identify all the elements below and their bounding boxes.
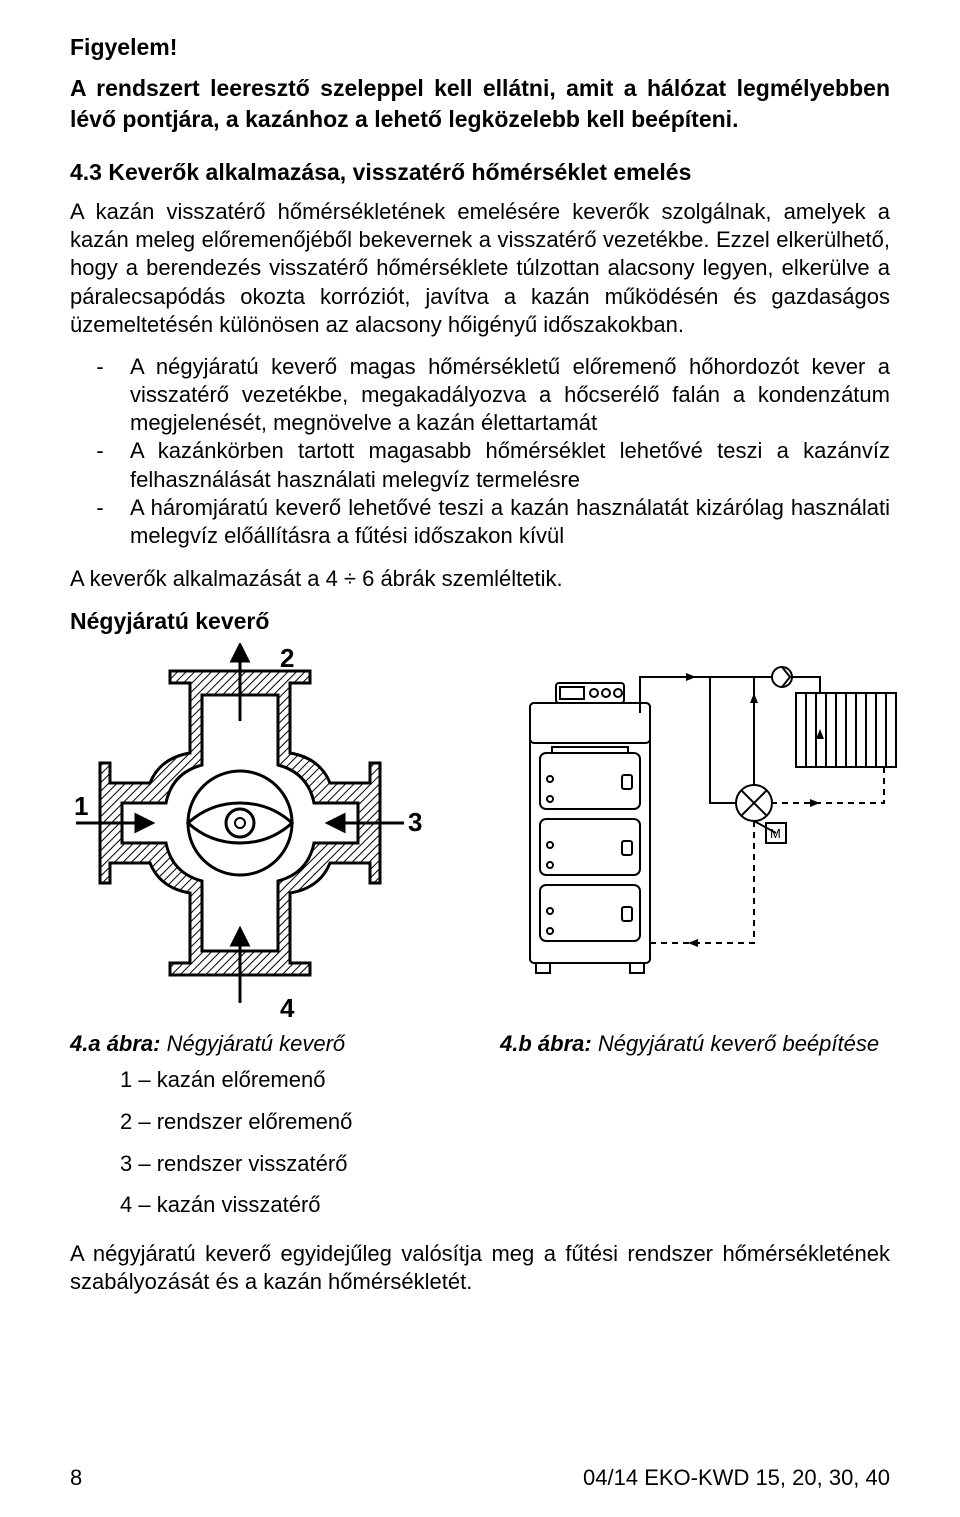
list-item: - A háromjáratú keverő lehetővé teszi a … [70,494,890,550]
list-item-text: A négyjáratú keverő magas hőmérsékletű e… [130,353,890,437]
port-label-left: 1 [74,791,88,821]
bullet-list: - A négyjáratú keverő magas hőmérsékletű… [70,353,890,550]
attention-heading: Figyelem! [70,32,890,63]
figure-captions: 4.a ábra: Négyjáratú keverő 4.b ábra: Né… [70,1031,890,1057]
list-dash: - [70,494,130,550]
list-dash: - [70,437,130,493]
port-label-top: 2 [280,643,294,673]
section-title: 4.3 Keverők alkalmazása, visszatérő hőmé… [70,159,890,186]
paragraph-2: A keverők alkalmazását a 4 ÷ 6 ábrák sze… [70,566,890,592]
port-label-right: 3 [408,807,422,837]
legend-line: 1 – kazán előremenő [120,1059,890,1101]
doc-id: 04/14 EKO-KWD 15, 20, 30, 40 [583,1465,890,1491]
installation-schematic-icon: M [510,643,910,1003]
fig4a-caption-strong: 4.a ábra: [70,1031,161,1056]
paragraph-3: A négyjáratú keverő egyidejűleg valósítj… [70,1240,890,1296]
four-way-valve-icon: 2 1 3 4 [70,643,430,1023]
figure-4a: 2 1 3 4 [70,643,430,1023]
fig4b-caption-strong: 4.b ábra: [500,1031,592,1056]
warning-text: A rendszert leeresztő szeleppel kell ell… [70,73,890,135]
list-item-text: A háromjáratú keverő lehetővé teszi a ka… [130,494,890,550]
fig4a-caption-rest: Négyjáratú keverő [161,1031,346,1056]
page-number: 8 [70,1465,82,1491]
motor-label: M [770,826,781,841]
paragraph-1: A kazán visszatérő hőmérsékletének emelé… [70,198,890,339]
list-item: - A négyjáratú keverő magas hőmérsékletű… [70,353,890,437]
legend-line: 2 – rendszer előremenő [120,1101,890,1143]
figure-row: 2 1 3 4 [70,643,890,1023]
list-item-text: A kazánkörben tartott magasabb hőmérsékl… [130,437,890,493]
figure-legend: 1 – kazán előremenő 2 – rendszer előreme… [120,1059,890,1226]
figure-4b: M [510,643,910,1003]
subheading-four-way: Négyjáratú keverő [70,608,890,635]
legend-line: 4 – kazán visszatérő [120,1184,890,1226]
list-dash: - [70,353,130,437]
legend-line: 3 – rendszer visszatérő [120,1143,890,1185]
page: Figyelem! A rendszert leeresztő szeleppe… [0,0,960,1517]
fig4b-caption-rest: Négyjáratú keverő beépítése [592,1031,879,1056]
page-footer: 8 04/14 EKO-KWD 15, 20, 30, 40 [70,1465,890,1491]
port-label-bottom: 4 [280,993,295,1023]
list-item: - A kazánkörben tartott magasabb hőmérsé… [70,437,890,493]
